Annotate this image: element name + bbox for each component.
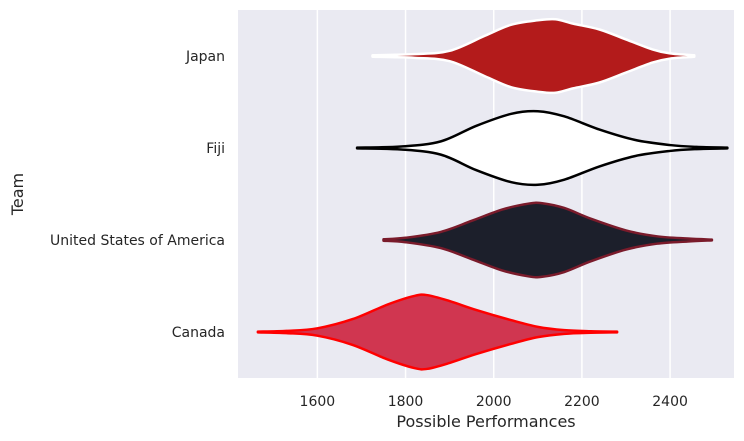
x-axis-label: Possible Performances	[396, 412, 575, 431]
violin-japan	[371, 17, 696, 95]
violins	[256, 17, 729, 371]
y-tick-label: Canada	[172, 325, 225, 341]
y-tick-label: Japan	[185, 49, 225, 65]
violin-canada	[256, 293, 619, 371]
y-tick-label: United States of America	[50, 233, 225, 249]
x-tick-label: 2200	[564, 394, 600, 410]
x-tick-label: 1600	[300, 394, 336, 410]
violin-fiji	[355, 109, 729, 187]
y-axis-label: Team	[8, 173, 27, 216]
y-tick-label: Fiji	[206, 141, 225, 157]
x-tick-labels: 1600 1800 2000 2200 2400	[300, 394, 688, 410]
x-tick-label: 2000	[476, 394, 512, 410]
x-tick-label: 2400	[652, 394, 688, 410]
violin-united-states-of-america	[382, 201, 714, 279]
x-tick-label: 1800	[388, 394, 424, 410]
y-tick-labels: Japan Fiji United States of America Canada	[50, 49, 225, 341]
